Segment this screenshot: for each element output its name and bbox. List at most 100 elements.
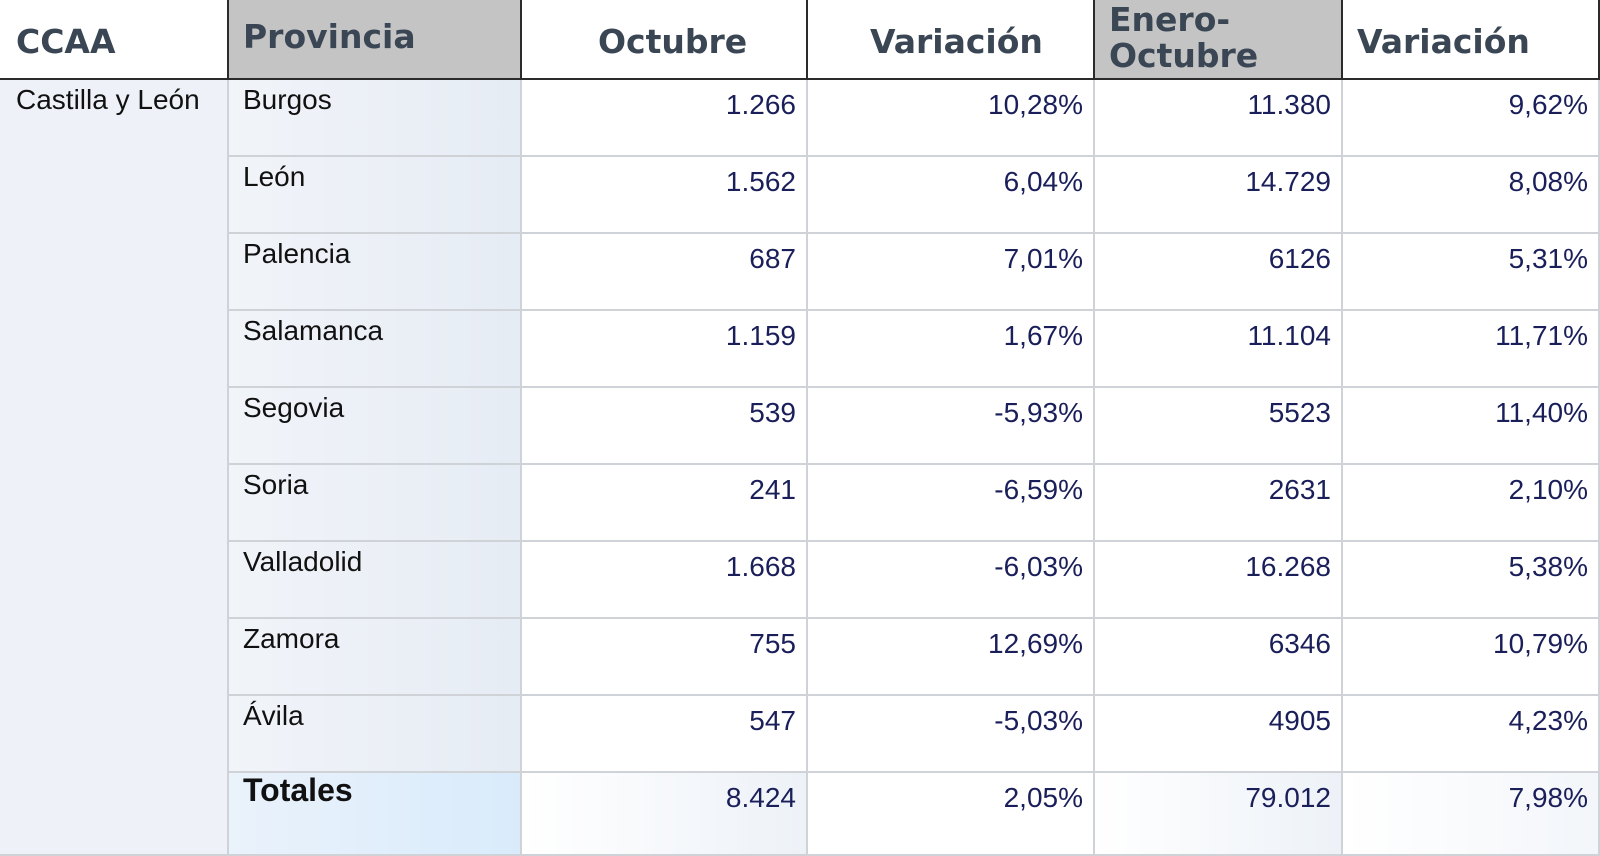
provincia-label: Totales: [243, 772, 353, 808]
value-octubre: 241: [749, 474, 796, 505]
provincia-label: Soria: [243, 469, 309, 500]
cell-provincia: Palencia: [229, 234, 522, 311]
value-enero-octubre: 14.729: [1245, 166, 1331, 197]
cell-octubre: 241: [522, 465, 808, 542]
value-octubre: 1.668: [725, 551, 796, 582]
cell-variacion1: -5,93%: [808, 388, 1095, 465]
cell-enero-octubre: 5523: [1095, 388, 1343, 465]
value-variacion2: 11,71%: [1495, 320, 1588, 351]
provincia-label: Palencia: [243, 238, 351, 269]
cell-octubre: 687: [522, 234, 808, 311]
cell-provincia: Zamora: [229, 619, 522, 696]
cell-variacion1: 12,69%: [808, 619, 1095, 696]
cell-provincia: Totales: [229, 773, 522, 856]
cell-variacion1: 1,67%: [808, 311, 1095, 388]
cell-provincia: Valladolid: [229, 542, 522, 619]
cell-provincia: Segovia: [229, 388, 522, 465]
header-enero-octubre-label: Enero-Octubre: [1109, 0, 1259, 75]
provincia-label: León: [243, 161, 306, 192]
cell-variacion2: 8,08%: [1343, 157, 1600, 234]
value-variacion1: 10,28%: [988, 89, 1083, 120]
value-variacion2: 10,79%: [1493, 628, 1588, 659]
header-variacion-1-label: Variación: [870, 22, 1043, 61]
cell-variacion2: 7,98%: [1343, 773, 1600, 856]
value-enero-octubre: 16.268: [1245, 551, 1331, 582]
cell-octubre: 1.562: [522, 157, 808, 234]
value-variacion2: 7,98%: [1508, 782, 1588, 813]
ccaa-value: Castilla y León: [16, 84, 200, 115]
value-variacion1: 6,04%: [1003, 166, 1083, 197]
cell-enero-octubre: 79.012: [1095, 773, 1343, 856]
value-enero-octubre: 11.380: [1247, 89, 1331, 120]
cell-enero-octubre: 6346: [1095, 619, 1343, 696]
value-variacion1: 2,05%: [1003, 782, 1083, 813]
value-enero-octubre: 6346: [1268, 628, 1331, 659]
value-octubre: 1.159: [725, 320, 796, 351]
value-variacion2: 9,62%: [1508, 89, 1588, 120]
value-variacion1: -6,59%: [994, 474, 1083, 505]
value-variacion2: 4,23%: [1508, 705, 1588, 736]
cell-octubre: 8.424: [522, 773, 808, 856]
header-provincia: Provincia: [229, 0, 522, 80]
cell-enero-octubre: 16.268: [1095, 542, 1343, 619]
cell-enero-octubre: 11.380: [1095, 80, 1343, 157]
cell-octubre: 1.159: [522, 311, 808, 388]
cell-variacion1: 6,04%: [808, 157, 1095, 234]
value-octubre: 539: [749, 397, 796, 428]
cell-variacion2: 11,40%: [1343, 388, 1600, 465]
cell-enero-octubre: 11.104: [1095, 311, 1343, 388]
value-octubre: 755: [749, 628, 796, 659]
value-enero-octubre: 79.012: [1245, 782, 1331, 813]
value-variacion1: 1,67%: [1003, 320, 1083, 351]
value-enero-octubre: 11.104: [1247, 320, 1331, 351]
cell-enero-octubre: 4905: [1095, 696, 1343, 773]
header-provincia-label: Provincia: [243, 17, 416, 56]
cell-variacion1: -5,03%: [808, 696, 1095, 773]
header-enero-octubre: Enero-Octubre: [1095, 0, 1343, 80]
header-octubre-label: Octubre: [598, 22, 748, 61]
header-variacion-1: Variación: [808, 0, 1095, 80]
provincia-label: Zamora: [243, 623, 340, 654]
cell-variacion1: -6,59%: [808, 465, 1095, 542]
ccaa-cell: Castilla y León: [0, 80, 229, 856]
value-variacion2: 11,40%: [1495, 397, 1588, 428]
cell-provincia: León: [229, 157, 522, 234]
cell-variacion1: 10,28%: [808, 80, 1095, 157]
cell-variacion1: 2,05%: [808, 773, 1095, 856]
value-enero-octubre: 6126: [1268, 243, 1331, 274]
cell-octubre: 1.266: [522, 80, 808, 157]
header-octubre: Octubre: [522, 0, 808, 80]
provincia-label: Burgos: [243, 84, 332, 115]
cell-variacion2: 5,31%: [1343, 234, 1600, 311]
provincia-label: Valladolid: [243, 546, 363, 577]
header-variacion-2: Variación: [1343, 0, 1600, 80]
header-ccaa-label: CCAA: [16, 22, 116, 61]
cell-variacion2: 10,79%: [1343, 619, 1600, 696]
provincia-label: Segovia: [243, 392, 345, 423]
value-variacion1: 7,01%: [1003, 243, 1083, 274]
cell-octubre: 539: [522, 388, 808, 465]
value-enero-octubre: 5523: [1268, 397, 1331, 428]
cell-octubre: 755: [522, 619, 808, 696]
value-octubre: 547: [749, 705, 796, 736]
value-variacion2: 8,08%: [1508, 166, 1588, 197]
value-octubre: 1.266: [725, 89, 796, 120]
provincia-label: Salamanca: [243, 315, 384, 346]
value-variacion1: -5,03%: [994, 705, 1083, 736]
cell-variacion2: 2,10%: [1343, 465, 1600, 542]
value-octubre: 8.424: [725, 782, 796, 813]
cell-provincia: Soria: [229, 465, 522, 542]
cell-variacion2: 4,23%: [1343, 696, 1600, 773]
value-variacion1: -5,93%: [994, 397, 1083, 428]
value-variacion2: 2,10%: [1508, 474, 1588, 505]
cell-octubre: 547: [522, 696, 808, 773]
provincia-label: Ávila: [243, 700, 304, 731]
value-enero-octubre: 4905: [1268, 705, 1331, 736]
value-variacion1: 12,69%: [988, 628, 1083, 659]
cell-provincia: Ávila: [229, 696, 522, 773]
cell-variacion2: 11,71%: [1343, 311, 1600, 388]
cell-octubre: 1.668: [522, 542, 808, 619]
value-octubre: 1.562: [725, 166, 796, 197]
cell-provincia: Burgos: [229, 80, 522, 157]
